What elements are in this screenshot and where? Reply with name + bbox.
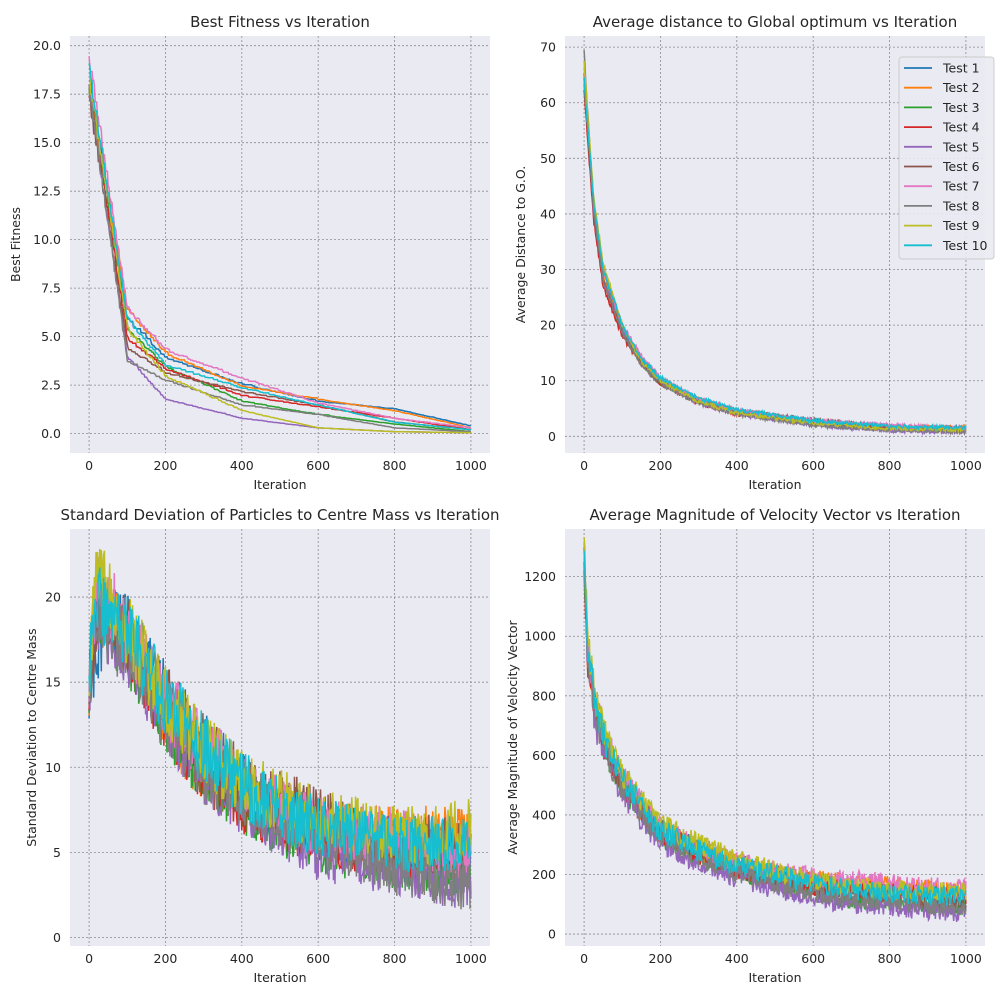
x-tick-label: 0 (580, 951, 588, 966)
x-tick-label: 600 (801, 458, 825, 473)
chart-title: Best Fitness vs Iteration (190, 13, 370, 31)
chart-panel-1: 0 200 400 600 800 1000 0.0 2.5 5.0 7.5 10.0 12.5 15.… (8, 13, 490, 492)
y-tick-label: 2.5 (41, 378, 61, 393)
x-axis-label: Iteration (253, 970, 306, 985)
x-tick-label: 800 (383, 458, 407, 473)
y-axis-label: Average Distance to G.O. (513, 166, 528, 323)
y-tick-label: 5.0 (41, 329, 61, 344)
y-tick-label: 17.5 (33, 87, 61, 102)
x-tick-label: 800 (878, 458, 902, 473)
x-tick-label: 800 (878, 951, 902, 966)
x-tick-label: 200 (154, 951, 178, 966)
y-tick-label: 1000 (524, 629, 556, 644)
y-tick-label: 15.0 (33, 135, 61, 150)
x-axis-label: Iteration (748, 970, 801, 985)
legend-entry: Test 5 (942, 139, 980, 154)
legend-entry: Test 1 (942, 61, 980, 76)
chart-panel-3: 0 200 400 600 800 1000 0 5 10 15 20 Standard Deviat… (24, 506, 500, 985)
y-axis-label: Standard Deviation to Centre Mass (24, 628, 39, 846)
x-tick-label: 200 (154, 458, 178, 473)
chart-panel-4: 0 200 400 600 800 1000 0 200 400 600 800 1000 1200 Av… (505, 506, 985, 985)
y-tick-label: 0 (53, 930, 61, 945)
y-tick-label: 70 (540, 40, 556, 55)
x-tick-label: 600 (801, 951, 825, 966)
chart-title: Average distance to Global optimum vs It… (593, 13, 957, 31)
y-tick-label: 1200 (524, 569, 556, 584)
x-tick-label: 400 (230, 458, 254, 473)
x-tick-label: 400 (725, 458, 749, 473)
legend-entry: Test 4 (942, 120, 980, 135)
x-tick-label: 400 (230, 951, 254, 966)
chart-title: Average Magnitude of Velocity Vector vs … (589, 506, 960, 524)
x-axis-label: Iteration (253, 477, 306, 492)
x-tick-label: 1000 (950, 458, 982, 473)
y-tick-label: 15 (45, 675, 61, 690)
y-axis-label: Average Magnitude of Velocity Vector (505, 619, 520, 854)
x-axis-label: Iteration (748, 477, 801, 492)
x-tick-label: 1000 (950, 951, 982, 966)
y-tick-label: 20.0 (33, 38, 61, 53)
y-tick-label: 10 (45, 760, 61, 775)
legend-entry: Test 2 (942, 80, 980, 95)
x-tick-label: 800 (383, 951, 407, 966)
y-tick-label: 12.5 (33, 184, 61, 199)
y-tick-label: 10.0 (33, 232, 61, 247)
y-tick-label: 0 (548, 429, 556, 444)
y-tick-label: 400 (532, 807, 556, 822)
chart-title: Standard Deviation of Particles to Centr… (60, 506, 499, 524)
x-tick-label: 0 (85, 951, 93, 966)
legend-entry: Test 6 (942, 159, 980, 174)
y-tick-label: 20 (540, 318, 556, 333)
y-tick-label: 5 (53, 845, 61, 860)
legend-entry: Test 9 (942, 218, 980, 233)
y-tick-label: 60 (540, 95, 556, 110)
y-tick-label: 30 (540, 262, 556, 277)
y-tick-label: 0 (548, 927, 556, 942)
y-tick-label: 40 (540, 206, 556, 221)
y-tick-label: 200 (532, 867, 556, 882)
x-tick-label: 1000 (455, 951, 487, 966)
x-tick-label: 200 (649, 951, 673, 966)
y-tick-label: 20 (45, 590, 61, 605)
x-tick-label: 600 (306, 458, 330, 473)
legend-entry: Test 10 (942, 238, 988, 253)
x-tick-label: 0 (85, 458, 93, 473)
y-tick-label: 50 (540, 151, 556, 166)
x-tick-label: 0 (580, 458, 588, 473)
y-axis-label: Best Fitness (8, 207, 23, 282)
y-tick-label: 10 (540, 373, 556, 388)
x-tick-label: 1000 (455, 458, 487, 473)
y-tick-label: 600 (532, 748, 556, 763)
y-tick-label: 7.5 (41, 281, 61, 296)
legend: Test 1 Test 2 Test 3 Test 4 Test 5 Test 6 Test… (899, 57, 994, 259)
legend-entry: Test 3 (942, 100, 980, 115)
legend-entry: Test 8 (942, 198, 980, 213)
y-tick-label: 800 (532, 688, 556, 703)
y-tick-label: 0.0 (41, 426, 61, 441)
x-tick-label: 200 (649, 458, 673, 473)
x-tick-label: 400 (725, 951, 749, 966)
legend-entry: Test 7 (942, 179, 980, 194)
x-tick-label: 600 (306, 951, 330, 966)
